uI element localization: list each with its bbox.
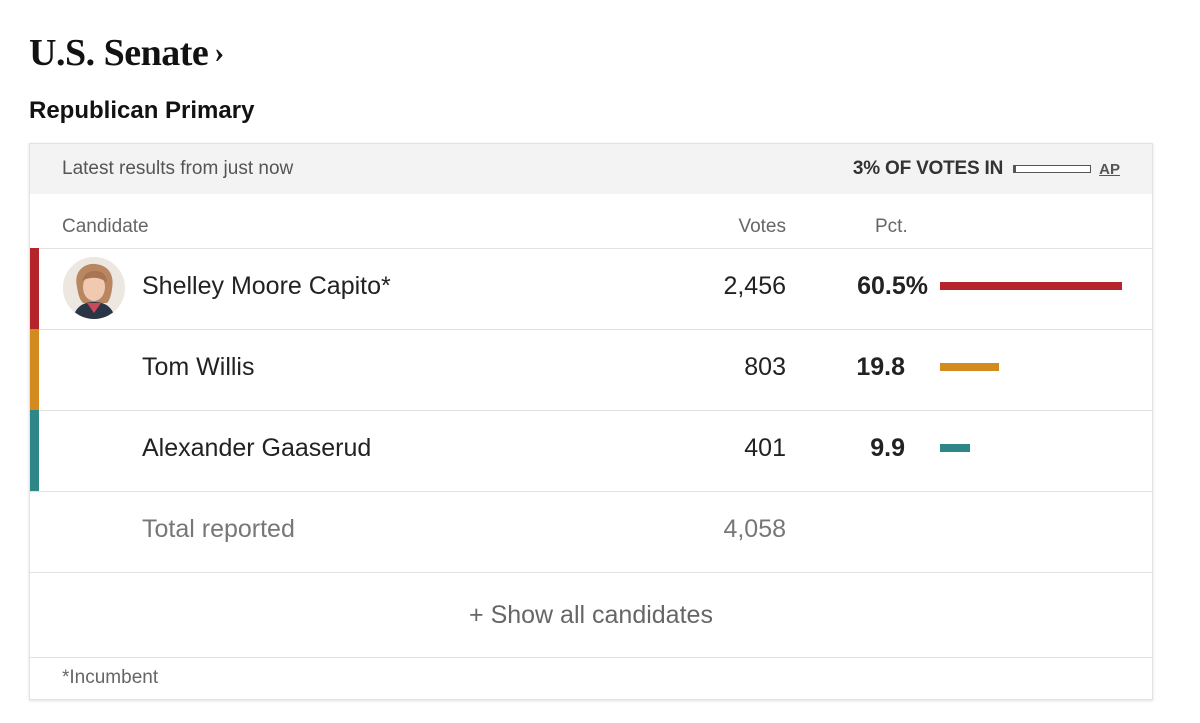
- source-link[interactable]: AP: [1099, 160, 1120, 178]
- race-subtitle: Republican Primary: [29, 97, 255, 124]
- candidate-votes: 401: [744, 434, 786, 462]
- votes-in-indicator: 3% OF VOTES IN AP: [853, 158, 1120, 180]
- candidate-row: Alexander Gaaserud 401 9.9: [30, 410, 1152, 492]
- candidate-pct-bar: [940, 282, 1122, 290]
- latest-results-text: Latest results from just now: [62, 158, 294, 179]
- candidate-color-stripe: [30, 329, 39, 410]
- race-title[interactable]: U.S. Senate ›: [29, 30, 224, 79]
- votes-in-progress-fill: [1014, 166, 1017, 172]
- total-label: Total reported: [142, 515, 295, 543]
- candidate-row: Tom Willis 803 19.8: [30, 329, 1152, 411]
- candidate-row: Shelley Moore Capito* 2,456 60.5%: [30, 248, 1152, 330]
- candidate-name: Tom Willis: [142, 353, 255, 381]
- race-title-text: U.S. Senate: [29, 32, 209, 74]
- candidate-votes: 2,456: [723, 272, 786, 300]
- status-bar: Latest results from just now 3% OF VOTES…: [30, 144, 1152, 194]
- candidate-pct-bar: [940, 363, 999, 371]
- show-all-candidates-label: + Show all candidates: [469, 601, 713, 629]
- show-all-candidates-button[interactable]: + Show all candidates: [30, 575, 1152, 658]
- results-card: Latest results from just now 3% OF VOTES…: [29, 143, 1153, 700]
- candidate-name: Alexander Gaaserud: [142, 434, 372, 462]
- incumbent-footnote: *Incumbent: [62, 667, 159, 688]
- candidate-votes: 803: [744, 353, 786, 381]
- votes-in-text: 3% OF VOTES IN: [852, 158, 1004, 179]
- column-header-votes: Votes: [738, 216, 786, 237]
- total-votes: 4,058: [723, 515, 786, 543]
- total-row: Total reported 4,058: [30, 491, 1152, 573]
- candidate-pct-bar: [940, 444, 970, 452]
- column-header-row: Candidate Votes Pct.: [30, 194, 1152, 249]
- candidate-pct: 60.5%: [857, 272, 928, 300]
- column-header-pct: Pct.: [875, 216, 908, 237]
- candidate-pct: 9.9: [870, 434, 905, 462]
- candidate-pct: 19.8: [856, 353, 905, 381]
- candidate-color-stripe: [30, 248, 39, 329]
- candidate-name: Shelley Moore Capito*: [142, 272, 391, 300]
- votes-in-progress-bar: [1013, 165, 1092, 173]
- candidate-avatar: [63, 257, 125, 319]
- column-header-candidate: Candidate: [62, 216, 149, 237]
- candidate-color-stripe: [30, 410, 39, 491]
- chevron-right-icon: ›: [214, 36, 224, 69]
